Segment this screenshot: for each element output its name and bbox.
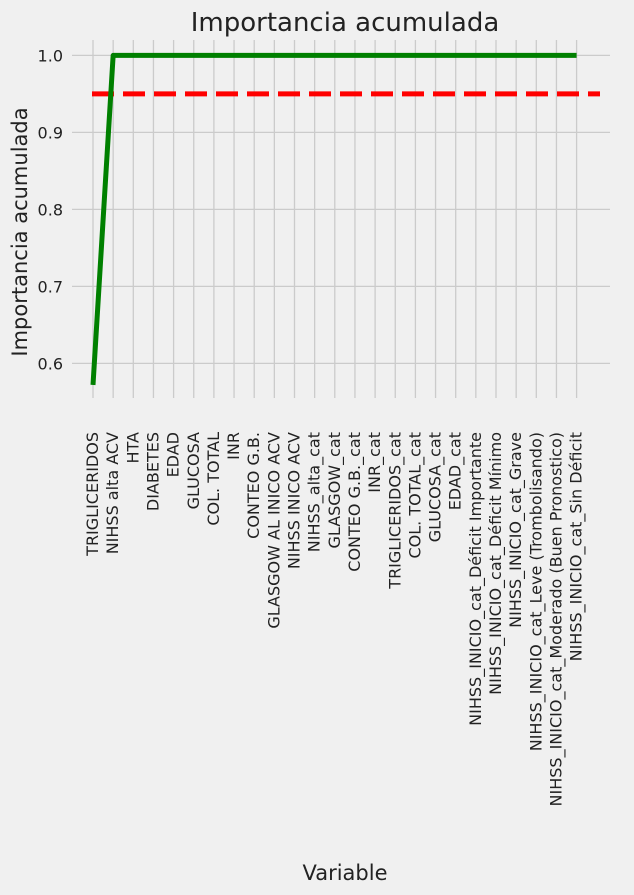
x-tick-label: NIHSS_INICIO_cat_Sin Déficit bbox=[567, 432, 587, 661]
y-tick-labels: 0.6 0.7 0.8 0.9 1.0 bbox=[38, 46, 63, 373]
x-tick-label: TRIGLICERIDOS_cat bbox=[385, 432, 405, 590]
y-tick-label: 0.8 bbox=[38, 200, 63, 219]
y-tick-label: 0.6 bbox=[38, 354, 63, 373]
y-tick-label: 0.7 bbox=[38, 277, 63, 296]
y-tick-label: 1.0 bbox=[38, 46, 63, 65]
x-tick-label: NIHSS_INICIO_cat_Déficit Importante bbox=[466, 432, 486, 726]
x-tick-label: HTA bbox=[123, 432, 142, 464]
series-layer bbox=[90, 52, 600, 386]
chart-title: Importancia acumulada bbox=[191, 8, 500, 38]
y-tick-label: 0.9 bbox=[38, 123, 63, 142]
x-tick-label: CONTEO G.B. bbox=[244, 432, 263, 539]
x-tick-label: TRIGLICERIDOS bbox=[83, 432, 102, 557]
x-tick-label: NIHSS_INICIO_cat_Déficit Mínimo bbox=[486, 432, 506, 695]
x-tick-label: EDAD bbox=[164, 432, 183, 477]
x-tick-label: NIHSS INICO ACV bbox=[285, 432, 304, 569]
x-tick-label: NIHSS_INICIO_cat_Moderado (Buen Pronosti… bbox=[546, 432, 566, 806]
y-axis-label: Importancia acumulada bbox=[8, 107, 32, 356]
x-tick-label: COL. TOTAL bbox=[204, 432, 223, 526]
x-tick-labels: TRIGLICERIDOS NIHSS alta ACV HTA DIABETES ED… bbox=[83, 432, 587, 807]
x-tick-label: DIABETES bbox=[143, 432, 162, 511]
x-tick-label: GLUCOSA_cat bbox=[426, 432, 446, 542]
x-tick-label: EDAD_cat bbox=[446, 432, 466, 510]
x-tick-label: GLUCOSA bbox=[184, 432, 203, 509]
x-tick-label: NIHSS_INICIO_cat_Grave bbox=[506, 432, 526, 628]
x-axis-label: Variable bbox=[302, 861, 387, 885]
x-tick-label: NIHSS_INICIO_cat_Leve (Trombolisando) bbox=[526, 432, 546, 751]
x-tick-label: GLASGOW AL INICO ACV bbox=[264, 432, 283, 629]
x-tick-label: NIHSS_alta_cat bbox=[305, 432, 325, 552]
x-tick-label: GLASGOW_cat bbox=[325, 432, 345, 548]
x-tick-label: COL. TOTAL_cat bbox=[405, 432, 425, 558]
x-tick-label: INR bbox=[224, 432, 243, 460]
x-tick-label: NIHSS alta ACV bbox=[103, 432, 122, 554]
grid bbox=[72, 40, 610, 398]
x-tick-label: CONTEO G.B._cat bbox=[345, 432, 365, 572]
x-tick-label: INR_cat bbox=[365, 432, 385, 493]
